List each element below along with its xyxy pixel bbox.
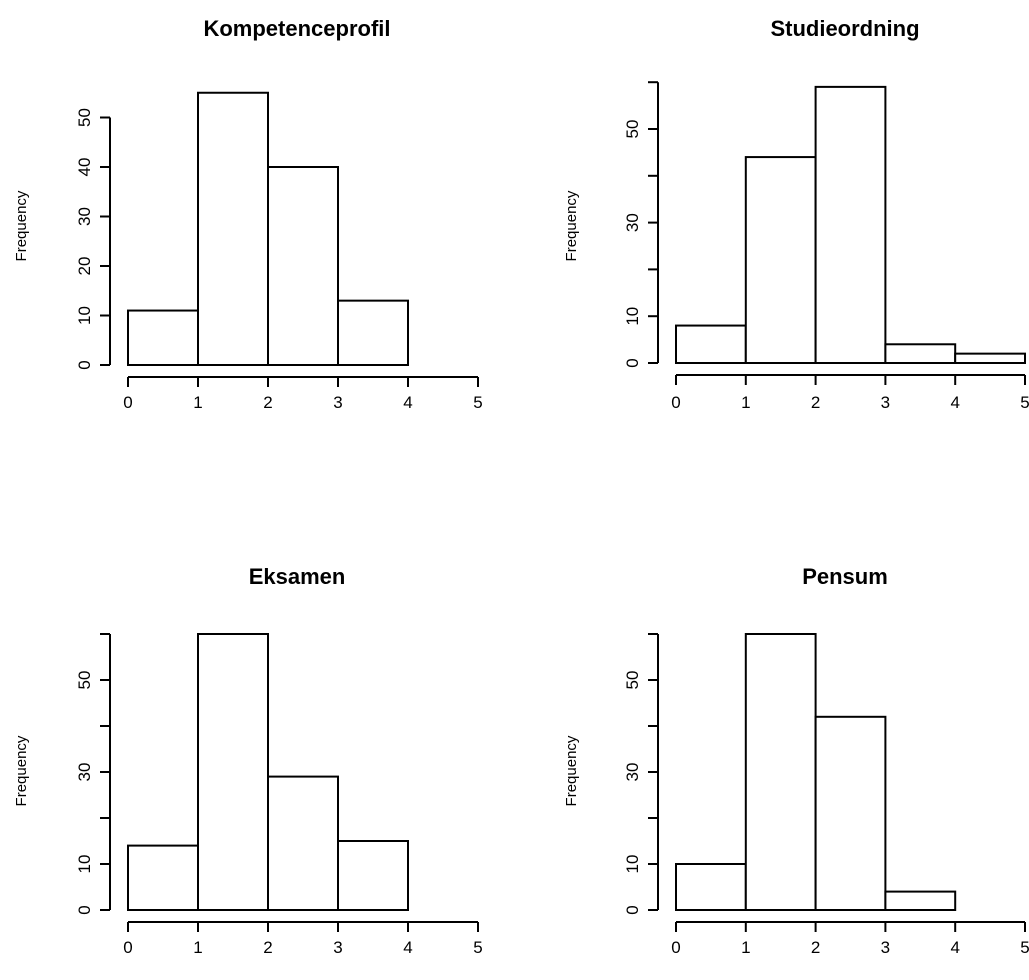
y-tick-label: 40 (75, 158, 94, 177)
x-tick-label: 5 (1020, 393, 1029, 412)
x-tick-label: 3 (881, 938, 890, 957)
y-tick-label: 30 (623, 213, 642, 232)
chart-title: Eksamen (249, 564, 346, 589)
histogram-bar (675, 324, 747, 364)
y-axis-label: Frequency (563, 735, 580, 806)
x-tick-label: 1 (741, 938, 750, 957)
y-axis-label: Frequency (563, 190, 580, 261)
x-tick-label: 0 (671, 938, 680, 957)
histogram-bar (954, 352, 1027, 365)
y-tick-label: 0 (75, 905, 94, 914)
histogram-bar (267, 166, 339, 366)
histogram-bar (337, 840, 409, 911)
y-tick-label: 30 (75, 207, 94, 226)
y-tick-label: 0 (623, 358, 642, 367)
histogram-bar (675, 863, 747, 911)
x-tick-label: 2 (811, 938, 820, 957)
y-tick-label: 30 (623, 763, 642, 782)
x-tick-label: 1 (741, 393, 750, 412)
x-tick-label: 5 (473, 393, 482, 412)
x-tick-label: 2 (263, 393, 272, 412)
x-tick-label: 0 (123, 938, 132, 957)
x-tick-label: 1 (193, 393, 202, 412)
x-tick-label: 3 (881, 393, 890, 412)
histogram-bar (814, 85, 887, 364)
y-axis-label: Frequency (13, 190, 30, 261)
y-tick-label: 20 (75, 257, 94, 276)
chart-title: Kompetenceprofil (203, 16, 390, 41)
y-axis-label: Frequency (13, 735, 30, 806)
chart-title: Pensum (802, 564, 888, 589)
x-tick-label: 2 (811, 393, 820, 412)
y-tick-label: 0 (75, 360, 94, 369)
x-tick-label: 5 (473, 938, 482, 957)
histogram-bar (744, 633, 817, 911)
histogram-bar (814, 715, 887, 911)
chart-title: Studieordning (770, 16, 919, 41)
x-tick-label: 5 (1020, 938, 1029, 957)
y-tick-label: 50 (75, 671, 94, 690)
histogram-bar (744, 156, 817, 364)
x-tick-label: 2 (263, 938, 272, 957)
histogram-bar (884, 890, 957, 911)
x-tick-label: 4 (403, 938, 412, 957)
x-tick-label: 4 (403, 393, 412, 412)
y-tick-label: 10 (75, 855, 94, 874)
x-tick-label: 1 (193, 938, 202, 957)
y-tick-label: 10 (623, 855, 642, 874)
histogram-bar (127, 309, 199, 366)
x-tick-label: 4 (950, 938, 959, 957)
x-tick-label: 4 (950, 393, 959, 412)
histogram-bar (337, 299, 409, 366)
y-tick-label: 0 (623, 905, 642, 914)
x-tick-label: 3 (333, 938, 342, 957)
y-tick-label: 10 (623, 307, 642, 326)
x-tick-label: 0 (671, 393, 680, 412)
x-tick-label: 0 (123, 393, 132, 412)
x-tick-label: 3 (333, 393, 342, 412)
y-tick-label: 30 (75, 763, 94, 782)
y-tick-label: 50 (75, 108, 94, 127)
y-tick-label: 50 (623, 120, 642, 139)
histogram-bar (197, 91, 269, 366)
histogram-bar (884, 343, 957, 364)
histogram-bar (197, 633, 269, 911)
y-tick-label: 10 (75, 306, 94, 325)
y-tick-label: 50 (623, 671, 642, 690)
histogram-bar (127, 844, 199, 911)
histogram-bar (267, 775, 339, 911)
